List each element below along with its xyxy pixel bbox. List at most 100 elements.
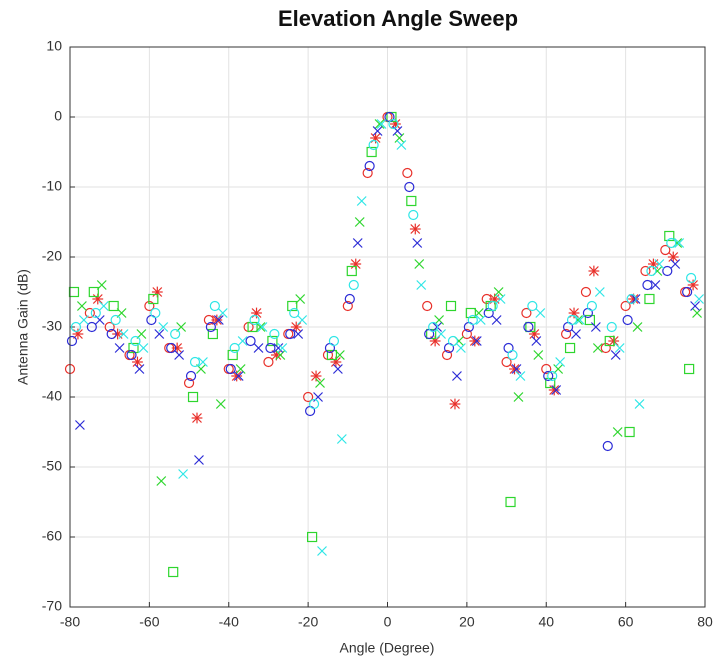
marker-stroke <box>217 308 228 318</box>
marker <box>273 343 284 353</box>
marker-stroke <box>531 336 542 346</box>
marker-stroke <box>414 259 425 269</box>
marker <box>533 350 544 360</box>
marker <box>642 279 653 291</box>
marker-stroke <box>315 378 325 388</box>
marker <box>130 335 141 347</box>
marker <box>604 335 615 347</box>
marker <box>183 377 195 389</box>
marker <box>366 146 377 158</box>
marker <box>509 363 520 375</box>
marker-stroke <box>610 350 621 360</box>
marker <box>315 378 325 388</box>
marker <box>370 132 381 144</box>
marker <box>138 343 149 353</box>
marker-stroke <box>257 322 268 332</box>
marker <box>334 350 345 360</box>
marker <box>352 238 363 248</box>
y-tick-label: -30 <box>42 318 62 334</box>
marker <box>66 335 78 347</box>
x-tick-label: -60 <box>139 614 159 630</box>
marker <box>154 329 165 339</box>
marker <box>249 314 260 326</box>
marker-stroke <box>551 385 562 395</box>
marker <box>98 301 109 311</box>
marker <box>364 160 375 172</box>
marker <box>612 427 623 437</box>
marker-stroke <box>392 126 403 136</box>
marker-stroke <box>412 238 423 248</box>
marker-stroke <box>317 546 327 556</box>
marker <box>285 328 296 340</box>
marker <box>606 321 617 333</box>
marker <box>194 455 204 465</box>
marker <box>126 349 137 361</box>
marker <box>247 321 258 333</box>
marker-stroke <box>513 392 524 402</box>
marker <box>209 300 220 312</box>
marker-stroke <box>255 322 266 332</box>
marker <box>225 363 236 375</box>
marker <box>70 321 82 333</box>
marker <box>594 287 605 297</box>
marker <box>326 349 338 361</box>
marker <box>449 398 461 410</box>
marker <box>354 217 365 227</box>
marker <box>560 328 572 340</box>
marker-stroke <box>332 364 343 374</box>
marker-stroke <box>352 238 363 248</box>
marker <box>406 195 417 207</box>
marker-stroke <box>198 357 208 367</box>
marker <box>306 531 318 543</box>
marker-stroke <box>74 420 85 430</box>
marker <box>374 119 385 129</box>
marker <box>590 322 601 332</box>
marker <box>237 336 248 346</box>
marker <box>297 315 308 325</box>
marker <box>215 399 226 409</box>
marker-stroke <box>372 126 383 136</box>
marker <box>263 356 274 368</box>
marker <box>346 265 357 277</box>
marker-stroke <box>416 280 427 290</box>
marker-stroke <box>76 301 87 311</box>
marker <box>118 329 129 339</box>
marker <box>592 343 603 353</box>
marker <box>436 329 447 339</box>
marker-stroke <box>277 343 288 353</box>
marker <box>191 412 203 424</box>
marker <box>527 300 538 312</box>
marker <box>632 322 643 332</box>
marker-stroke <box>297 315 308 325</box>
marker <box>293 329 304 339</box>
marker-stroke <box>376 119 387 129</box>
marker-stroke <box>114 343 125 353</box>
marker-stroke <box>96 280 107 290</box>
marker <box>501 356 512 368</box>
marker-stroke <box>295 294 306 304</box>
marker <box>624 426 635 438</box>
marker <box>402 167 413 179</box>
marker-stroke <box>196 364 206 374</box>
marker <box>76 301 87 311</box>
marker-stroke <box>118 329 129 339</box>
marker-stroke <box>491 315 502 325</box>
marker <box>644 293 655 305</box>
marker <box>174 350 185 360</box>
marker <box>290 321 302 333</box>
marker <box>185 370 197 382</box>
marker-stroke <box>336 434 347 444</box>
marker <box>368 139 379 151</box>
marker-stroke <box>156 476 167 486</box>
marker <box>68 286 80 298</box>
marker <box>543 370 554 382</box>
marker <box>566 314 578 326</box>
x-tick-label: -80 <box>60 614 80 630</box>
marker <box>667 251 679 263</box>
chart-title: Elevation Angle Sweep <box>278 6 518 31</box>
marker <box>245 335 256 347</box>
marker <box>545 377 556 389</box>
marker <box>205 321 216 333</box>
marker-stroke <box>174 350 185 360</box>
marker <box>257 322 268 332</box>
